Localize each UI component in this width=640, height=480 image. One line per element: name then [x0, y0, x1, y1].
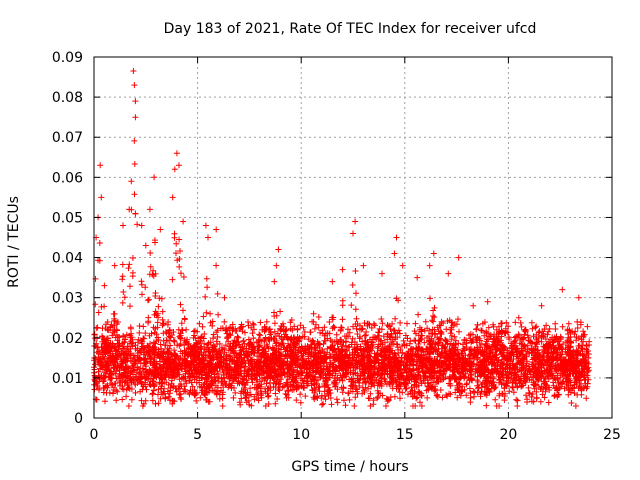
y-tick-label: 0.02: [52, 331, 83, 347]
x-tick-label: 20: [499, 427, 517, 443]
y-tick-label: 0.06: [52, 170, 83, 186]
y-tick-label: 0.09: [52, 50, 83, 66]
y-tick-label: 0.04: [52, 251, 83, 267]
x-tick-label: 15: [396, 427, 414, 443]
x-tick-label: 5: [193, 427, 202, 443]
y-tick-label: 0: [74, 411, 83, 427]
y-tick-label: 0.03: [52, 291, 83, 307]
plot-frame: [93, 56, 613, 419]
data-points: [91, 68, 593, 409]
y-tick-label: 0.05: [52, 210, 83, 226]
y-tick-label: 0.01: [52, 371, 83, 387]
y-tick-label: 0.07: [52, 130, 83, 146]
point-cloud: [91, 68, 593, 409]
x-tick-label: 25: [603, 427, 621, 443]
y-axis-label: ROTI / TECUs: [6, 196, 22, 288]
x-axis-label: GPS time / hours: [291, 459, 408, 475]
y-tick-label: 0.08: [52, 90, 83, 106]
x-tick-label: 0: [90, 427, 99, 443]
x-tick-label: 10: [292, 427, 310, 443]
axis-ticks: 0 5 10 15 20 25 0 0.01 0.02 0.03 0.04 0.05 0.06 0.07 0…: [52, 50, 621, 443]
chart-title: Day 183 of 2021, Rate Of TEC Index for r…: [164, 21, 537, 37]
